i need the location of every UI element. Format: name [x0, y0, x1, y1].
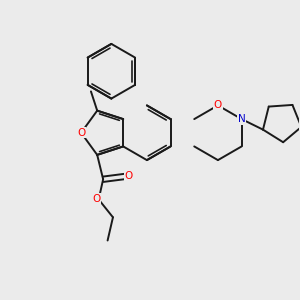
Text: O: O [124, 171, 133, 181]
Text: O: O [77, 128, 85, 138]
Text: N: N [238, 114, 245, 124]
Text: O: O [92, 194, 100, 204]
Text: O: O [214, 100, 222, 110]
